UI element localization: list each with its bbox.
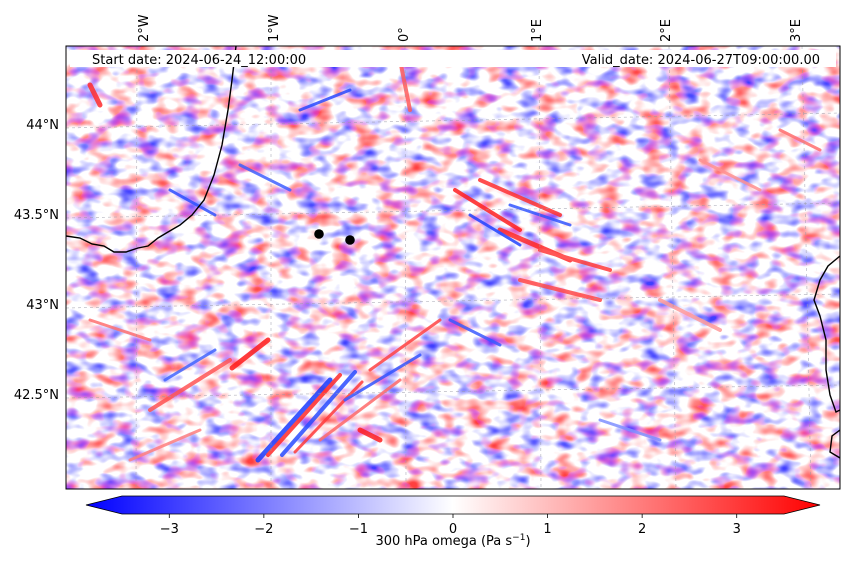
start-date-text: Start date: 2024-06-24_12:00:00 bbox=[92, 53, 306, 68]
coastline-east bbox=[813, 255, 840, 459]
longitude-labels: 2°W 1°W 0° 1°E 2°E 3°E bbox=[137, 14, 804, 42]
lon-label-2e: 2°E bbox=[659, 19, 674, 42]
map-frame bbox=[65, 45, 841, 490]
gridlines bbox=[66, 46, 840, 489]
colorbar-gradient bbox=[86, 496, 820, 514]
marker-point-west bbox=[314, 229, 324, 239]
lon-label-0: 0° bbox=[397, 27, 412, 42]
colorbar-label-text: 300 hPa omega (Pa s bbox=[375, 534, 512, 549]
lat-label-42-5n: 42.5°N bbox=[14, 388, 59, 403]
lon-label-1e: 1°E bbox=[530, 19, 545, 42]
omega-field bbox=[66, 46, 840, 489]
map-panel: Start date: 2024-06-24_12:00:00 Valid_da… bbox=[66, 46, 840, 489]
colorbar-label-exponent: −1 bbox=[512, 533, 525, 543]
colorbar: −3 −2 −1 0 1 2 3 300 hPa omega (Pa s−1) bbox=[85, 495, 821, 549]
colorbar-tick-label: −1 bbox=[349, 522, 368, 537]
colorbar-outline bbox=[85, 495, 821, 515]
marker-point-east bbox=[345, 235, 355, 245]
lon-label-3e: 3°E bbox=[789, 19, 804, 42]
colorbar-label: 300 hPa omega (Pa s−1) bbox=[375, 533, 530, 549]
colorbar-tick-label: 1 bbox=[543, 522, 551, 537]
colorbar-tick-label: −2 bbox=[254, 522, 273, 537]
lat-label-43n: 43°N bbox=[26, 298, 59, 313]
date-band bbox=[70, 50, 836, 67]
colorbar-tick-label: 0 bbox=[449, 522, 457, 537]
lat-label-43-5n: 43.5°N bbox=[14, 208, 59, 223]
valid-date-text: Valid_date: 2024-06-27T09:00:00.00 bbox=[582, 53, 820, 68]
lon-label-2w: 2°W bbox=[137, 14, 152, 42]
lon-label-1w: 1°W bbox=[267, 14, 282, 42]
colorbar-tick-label: −3 bbox=[160, 522, 179, 537]
colorbar-ticks: −3 −2 −1 0 1 2 3 bbox=[160, 514, 741, 537]
coastline-west bbox=[66, 46, 237, 253]
colorbar-tick-label: 3 bbox=[733, 522, 741, 537]
colorbar-tick-label: 2 bbox=[638, 522, 646, 537]
colorbar-label-close: ) bbox=[525, 534, 530, 549]
lat-label-44n: 44°N bbox=[26, 118, 59, 133]
latitude-labels: 44°N 43.5°N 43°N 42.5°N bbox=[14, 118, 59, 403]
